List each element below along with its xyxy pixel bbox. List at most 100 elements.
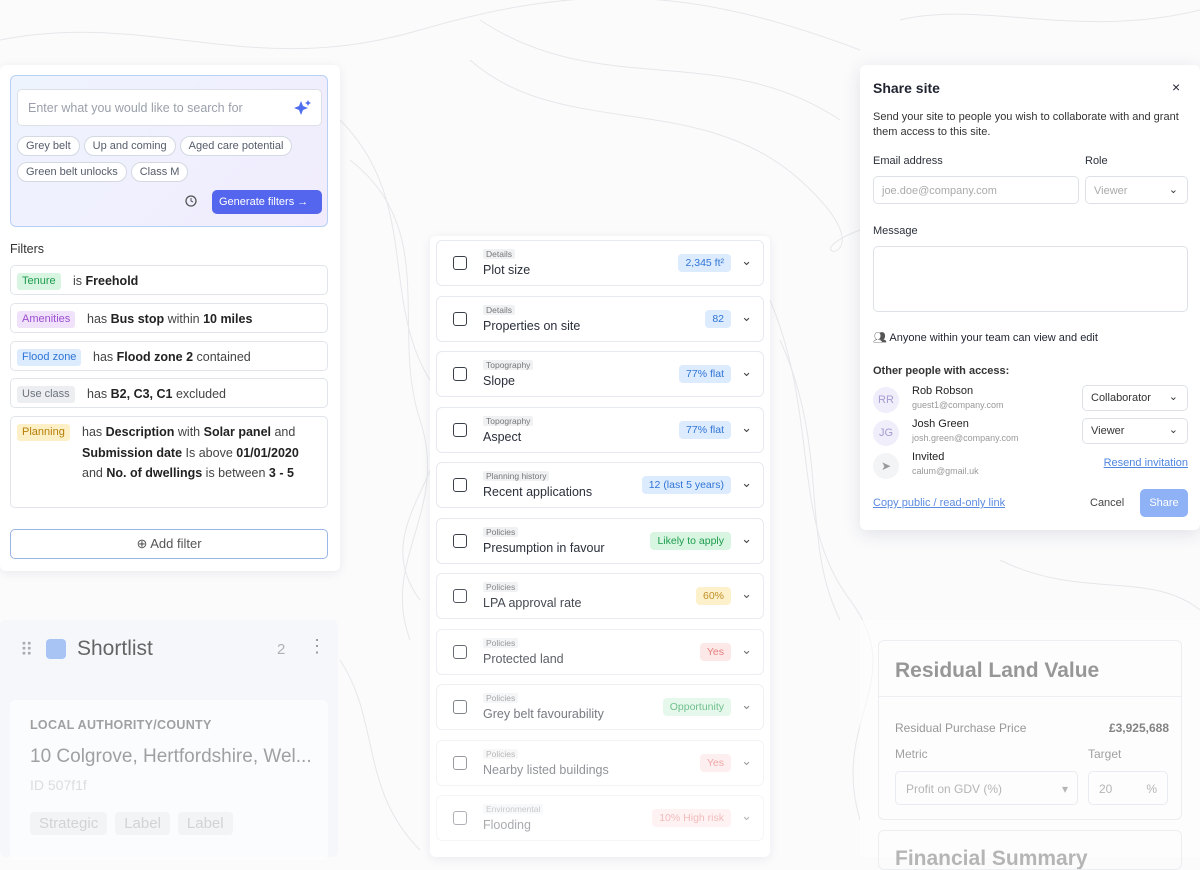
expand-chevron: ⌄ bbox=[741, 641, 752, 657]
insight-badge: 77% flat bbox=[679, 365, 731, 383]
share-button[interactable]: Share bbox=[1140, 489, 1188, 517]
filter-row[interactable]: Flood zone has Flood zone 2 contained bbox=[10, 341, 328, 371]
insight-row[interactable]: Planning history Recent applications 12 (l… bbox=[436, 462, 764, 508]
generate-button[interactable]: Generate filters → bbox=[212, 190, 322, 214]
invite-icon: ➤ bbox=[873, 453, 899, 479]
message-input[interactable] bbox=[873, 246, 1188, 312]
filter-text: has Bus stop within 10 miles bbox=[17, 309, 321, 330]
insight-row[interactable]: Topography Aspect 77% flat ⌄ bbox=[436, 406, 764, 453]
filter-tag: Tenure bbox=[17, 273, 61, 290]
suggestion-chip[interactable]: Up and coming bbox=[83, 136, 176, 156]
insight-row[interactable]: Topography Slope 77% flat ⌄ bbox=[436, 351, 764, 397]
ai-search: Enter what you would like to search for … bbox=[10, 75, 328, 227]
insight-badge: 60% bbox=[695, 587, 731, 605]
menu-icon[interactable]: ⋮ bbox=[308, 636, 326, 656]
filter-value: B2, C3, C1 bbox=[110, 387, 173, 401]
add-filter-button[interactable]: ⊕ Add filter bbox=[10, 529, 328, 559]
person-name: Josh Green bbox=[912, 418, 969, 430]
email-placeholder: joe.doe@company.com bbox=[882, 185, 997, 197]
card-tags: Strategic Label Label bbox=[30, 812, 241, 835]
insight-row[interactable]: Policies Nearby listed buildings Yes ⌄ bbox=[436, 739, 764, 786]
card-heading: LOCAL AUTHORITY/COUNTY bbox=[30, 718, 212, 732]
share-label: Share bbox=[1149, 497, 1179, 509]
filter-value: No. of dwellings bbox=[106, 466, 203, 480]
role-select[interactable]: Viewer ⌄ bbox=[1085, 176, 1188, 204]
insight-label: Recent applications bbox=[483, 485, 593, 499]
insight-row[interactable]: Policies Protected land Yes ⌄ bbox=[436, 628, 764, 675]
filters-title: Filters bbox=[10, 242, 45, 256]
insight-icon bbox=[453, 367, 467, 381]
insight-badge: 10% High risk bbox=[652, 809, 731, 827]
person-role: Collaborator bbox=[1091, 392, 1151, 404]
filter-operator: Is above bbox=[185, 445, 233, 460]
summary-card: Financial Summary bbox=[878, 830, 1182, 870]
card-tag: Label bbox=[177, 812, 233, 835]
close-button[interactable]: × bbox=[1172, 79, 1181, 95]
person-role-select[interactable]: Viewer ⌄ bbox=[1082, 418, 1188, 444]
chevron: ⌄ bbox=[1168, 391, 1178, 403]
contour bbox=[779, 339, 841, 621]
target-input[interactable]: 20% bbox=[1088, 771, 1168, 805]
cancel-button[interactable]: Cancel bbox=[1090, 497, 1125, 509]
suggestion-chip[interactable]: Aged care potential bbox=[179, 136, 293, 156]
insight-icon bbox=[453, 644, 467, 659]
search-input[interactable]: Enter what you would like to search for bbox=[17, 89, 322, 126]
contour bbox=[479, 19, 841, 121]
avatar: JG bbox=[873, 420, 899, 446]
filter-operator: is bbox=[73, 274, 83, 288]
suggestion-chip[interactable]: Class M bbox=[130, 162, 189, 182]
insight-badge: 12 (last 5 years) bbox=[641, 476, 731, 494]
insight-icon bbox=[453, 755, 467, 770]
email-input[interactable]: joe.doe@company.com bbox=[873, 176, 1079, 204]
insight-badge: 2,345 ft² bbox=[678, 254, 731, 272]
insight-row[interactable]: Policies Presumption in favour Likely to a… bbox=[436, 517, 764, 564]
resend-link[interactable]: Resend invitation bbox=[1103, 457, 1188, 469]
insight-label: Plot size bbox=[483, 263, 531, 277]
filter-value: Submission date bbox=[82, 445, 183, 460]
history-icon[interactable] bbox=[184, 194, 198, 208]
filter-row[interactable]: Tenure is Freehold bbox=[10, 265, 328, 295]
insight-label: Flooding bbox=[483, 818, 531, 832]
filter-value: Solar panel bbox=[203, 425, 271, 439]
insight-row[interactable]: Details Properties on site 82 ⌄ bbox=[436, 295, 764, 342]
insight-label: Aspect bbox=[483, 429, 522, 444]
filter-row[interactable]: Amenities has Bus stop within 10 miles bbox=[10, 303, 328, 333]
contour bbox=[999, 559, 1200, 611]
card-address: 10 Colgrove, Hertfordshire, Wel... bbox=[30, 746, 312, 767]
target-unit: % bbox=[1146, 782, 1157, 796]
insight-category: Policies bbox=[483, 693, 519, 703]
insight-row[interactable]: Policies Grey belt favourability Opportuni… bbox=[436, 684, 764, 730]
insight-category: Details bbox=[483, 249, 515, 259]
person-email: josh.green@company.com bbox=[912, 433, 1019, 443]
insight-label: Grey belt favourability bbox=[483, 707, 604, 721]
copy-link[interactable]: Copy public / read-only link bbox=[873, 497, 1006, 509]
expand-chevron: ⌄ bbox=[741, 419, 752, 435]
filter-operator: and bbox=[274, 425, 296, 439]
message-label: Message bbox=[873, 225, 918, 237]
insight-badge: Likely to apply bbox=[650, 531, 731, 550]
insight-row[interactable]: Details Plot size 2,345 ft² ⌄ bbox=[436, 240, 764, 286]
filter-operator: has bbox=[87, 387, 108, 401]
suggestion-chip[interactable]: Grey belt bbox=[17, 136, 80, 156]
suggestion-chip[interactable]: Green belt unlocks bbox=[17, 162, 127, 182]
insight-label: Presumption in favour bbox=[483, 540, 605, 555]
insight-icon bbox=[453, 700, 467, 714]
insight-row[interactable]: Environmental Flooding 10% High risk ⌄ bbox=[436, 795, 764, 841]
expand-chevron: ⌄ bbox=[741, 364, 752, 379]
contour bbox=[339, 119, 443, 601]
insight-icon bbox=[453, 422, 467, 437]
insight-badge: Yes bbox=[699, 753, 731, 772]
insight-row[interactable]: Policies LPA approval rate 60% ⌄ bbox=[436, 573, 764, 619]
filter-row[interactable]: Use class has B2, C3, C1 excluded bbox=[10, 378, 328, 408]
filter-value: 01/01/2020 bbox=[236, 445, 299, 460]
contour bbox=[0, 0, 861, 51]
person-role-select[interactable]: Collaborator ⌄ bbox=[1082, 385, 1188, 411]
insight-badge: 77% flat bbox=[679, 420, 731, 439]
insight-category: Topography bbox=[483, 415, 534, 426]
metric-select[interactable]: Profit on GDV (%) ▾ bbox=[895, 771, 1078, 805]
card-tag: Label bbox=[115, 812, 170, 835]
filter-row[interactable]: Planning has Description with Solar panel… bbox=[10, 416, 328, 508]
dialog-description: Send your site to people you wish to col… bbox=[873, 111, 1179, 138]
insight-category: Planning history bbox=[483, 471, 550, 481]
